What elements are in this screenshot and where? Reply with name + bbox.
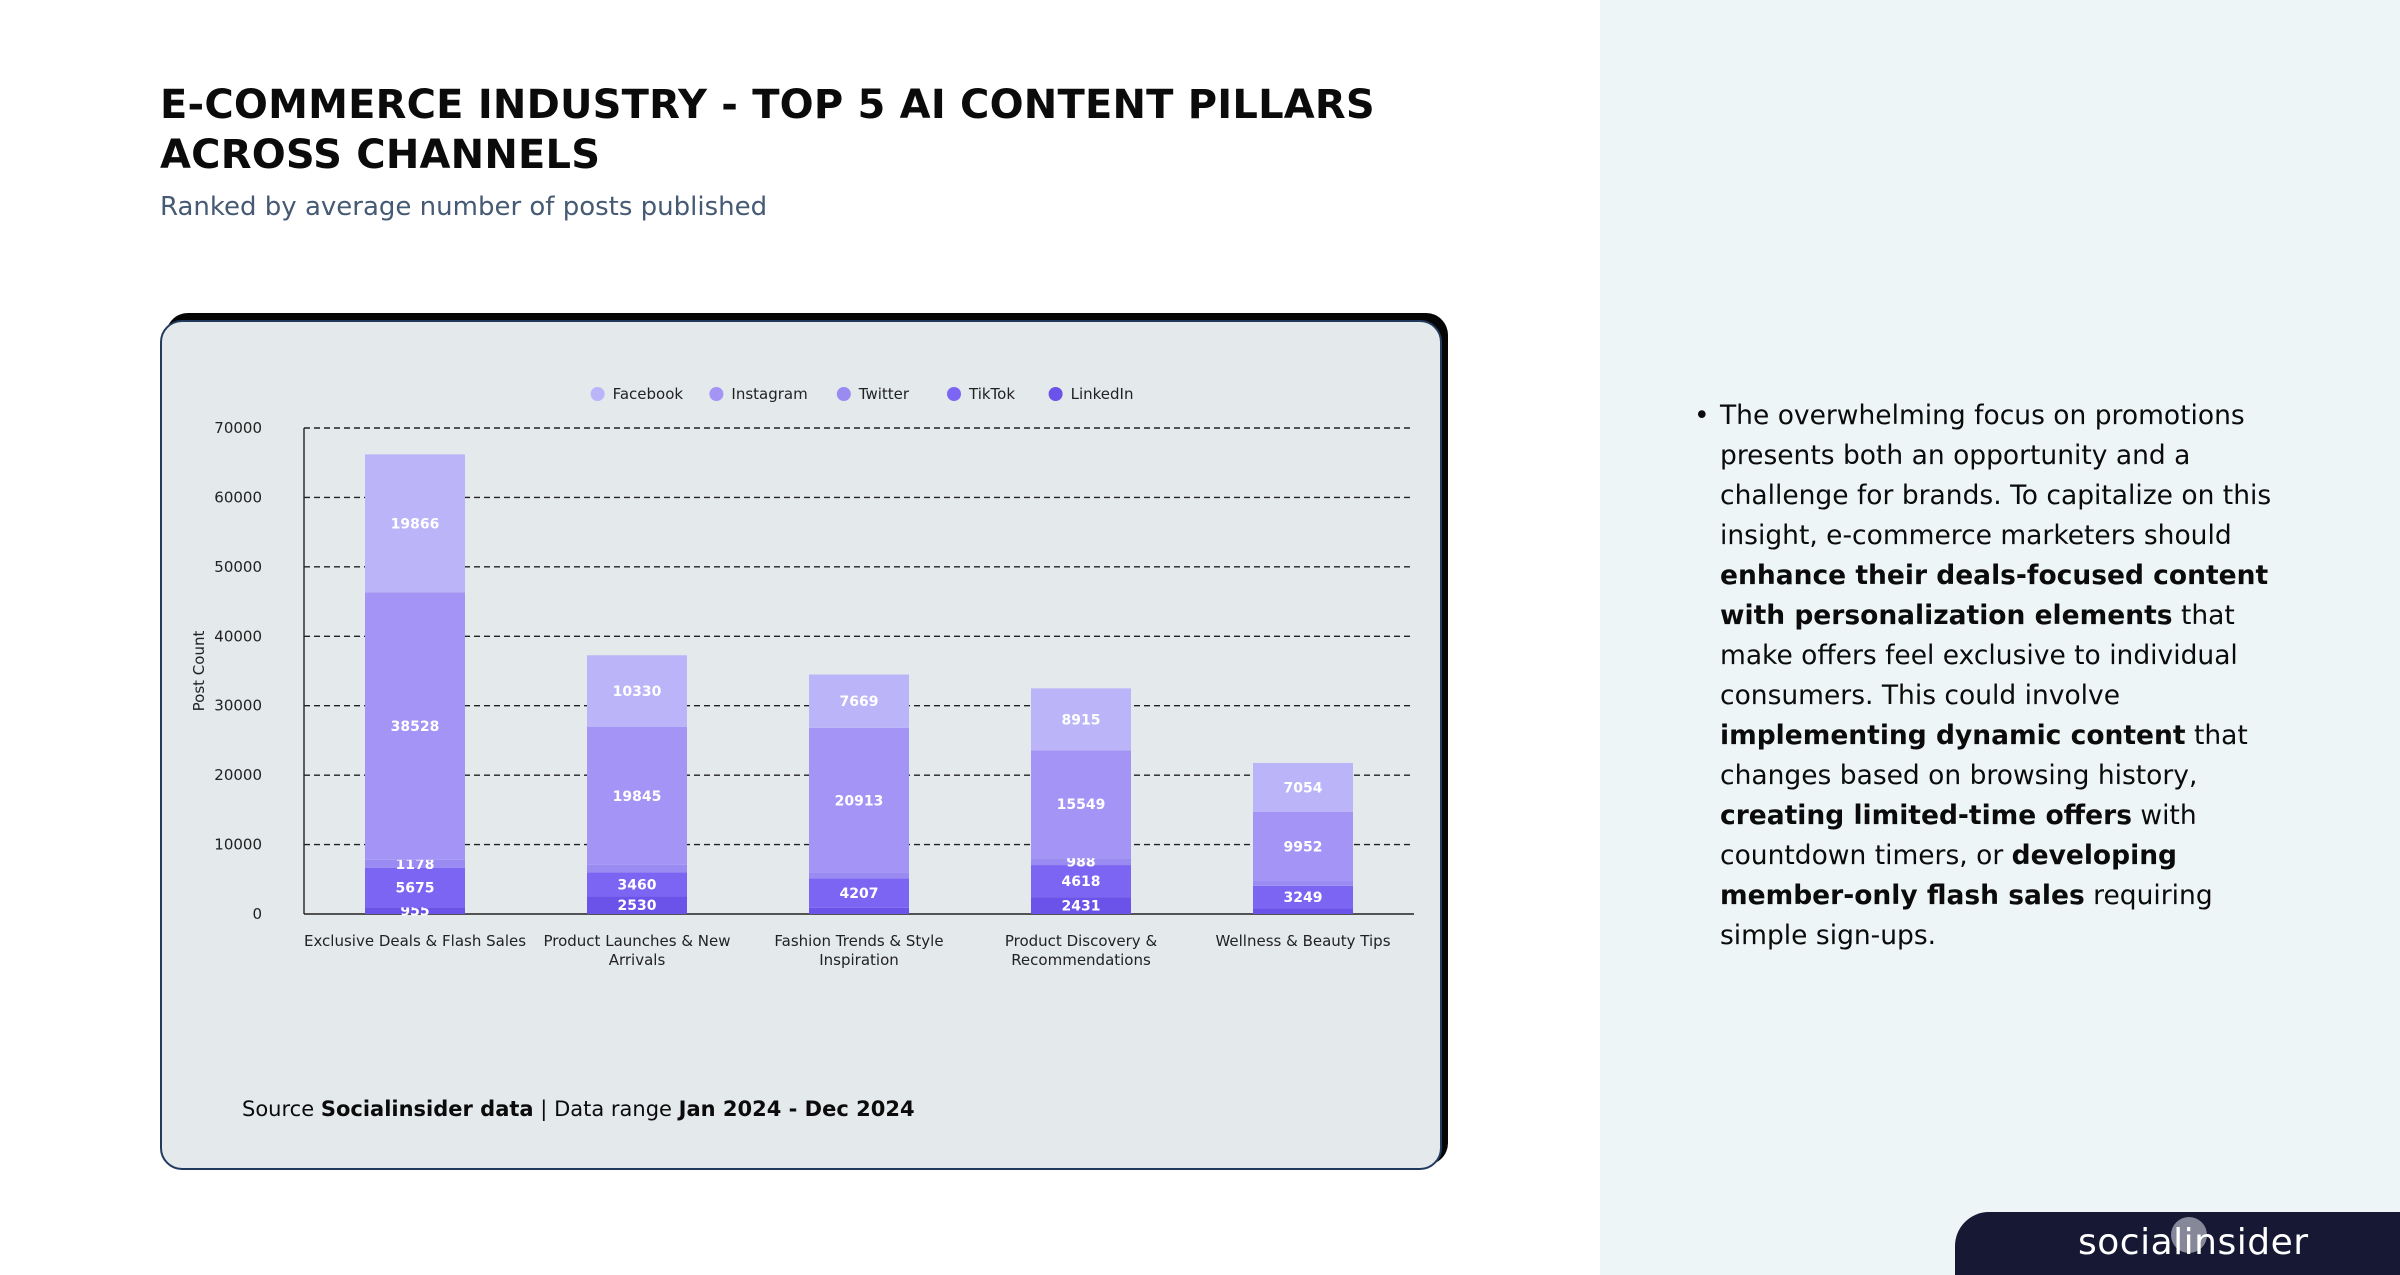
- data-label: 7054: [1284, 780, 1323, 796]
- bar-segment-linkedin: [1253, 908, 1353, 914]
- legend-label: TikTok: [968, 385, 1015, 403]
- data-label: 19866: [391, 516, 440, 532]
- insight-text-run: that make offers feel exclusive to indiv…: [1720, 600, 2238, 711]
- insight-text-run: The overwhelming focus on promotions pre…: [1720, 400, 2272, 551]
- bar-segment-tiktok: [1031, 865, 1131, 898]
- bar-segment-twitter: [587, 864, 687, 873]
- page-subtitle: Ranked by average number of posts publis…: [160, 192, 768, 222]
- legend-marker-instagram: [709, 387, 724, 401]
- insight-text-run: requiring simple sign-ups.: [1720, 880, 2213, 951]
- y-tick-label: 50000: [214, 558, 262, 576]
- bar-segment-facebook: [1031, 688, 1131, 751]
- source-name: Socialinsider data: [320, 1097, 534, 1121]
- bar-segment-facebook: [365, 454, 465, 593]
- data-label: 4618: [1062, 874, 1101, 890]
- bar-segment-twitter: [1031, 858, 1131, 866]
- x-tick-label: Product Discovery &: [1005, 932, 1158, 950]
- x-tick-label: Product Launches & New: [543, 932, 730, 950]
- insight-text-run: with countdown timers, or: [1720, 800, 2197, 871]
- y-tick-label: 70000: [214, 419, 262, 437]
- bar-segment-tiktok: [809, 878, 909, 908]
- y-tick-label: 40000: [214, 627, 262, 645]
- bar-segment-twitter: [1253, 881, 1353, 886]
- chart-card: 0 10000 20000 30000 40000 50000 60000 70000 Post…: [160, 320, 1442, 1170]
- data-label: 955: [400, 904, 429, 920]
- x-tick-label: Wellness & Beauty Tips: [1215, 932, 1390, 950]
- data-label: 8915: [1062, 712, 1101, 728]
- data-label: 3460: [618, 877, 657, 893]
- insight-emphasis: creating limited-time offers: [1720, 800, 2132, 831]
- data-label: 2530: [618, 898, 657, 914]
- data-label: 988: [1066, 855, 1095, 871]
- bar-segment-tiktok: [1253, 885, 1353, 909]
- insight-text: • The overwhelming focus on promotions p…: [1694, 396, 2300, 956]
- insight-emphasis: implementing dynamic content: [1720, 720, 2186, 751]
- bar-segment-linkedin: [809, 907, 909, 914]
- y-tick-label: 20000: [214, 766, 262, 784]
- y-axis-title: Post Count: [190, 631, 208, 712]
- bar-segment-facebook: [587, 655, 687, 727]
- legend-marker-facebook: [590, 387, 605, 401]
- data-label: 5675: [396, 881, 435, 897]
- data-label: 2431: [1062, 899, 1101, 915]
- insight-body: The overwhelming focus on promotions pre…: [1720, 400, 2271, 951]
- bar-segment-instagram: [1031, 750, 1131, 859]
- bar-segment-tiktok: [365, 867, 465, 908]
- x-tick-label: Exclusive Deals & Flash Sales: [304, 932, 526, 950]
- source-label: Source: [242, 1097, 315, 1121]
- insight-text-run: that changes based on browsing history,: [1720, 720, 2248, 791]
- data-label: 19845: [613, 789, 662, 805]
- data-label: 9952: [1284, 839, 1323, 855]
- insight-emphasis: developing member-only flash sales: [1720, 840, 2178, 911]
- bar-segment-linkedin: [365, 907, 465, 914]
- legend-label: LinkedIn: [1071, 385, 1134, 403]
- bar-segment-instagram: [1253, 811, 1353, 882]
- page-title: E-COMMERCE INDUSTRY - TOP 5 AI CONTENT P…: [160, 82, 1375, 178]
- bar-segment-instagram: [809, 727, 909, 873]
- legend-marker-tiktok: [947, 387, 961, 401]
- source-note: Source Socialinsider data | Data range J…: [242, 1097, 915, 1121]
- y-tick-label: 30000: [214, 697, 262, 715]
- bar-segment-linkedin: [587, 896, 687, 914]
- x-tick-label: Recommendations: [1011, 951, 1151, 969]
- legend-marker-linkedin: [1048, 387, 1063, 401]
- bar-segment-instagram: [365, 592, 465, 860]
- brand-logo: socialinsider: [2078, 1222, 2309, 1263]
- stacked-bar-chart: 0 10000 20000 30000 40000 50000 60000 70000 Post…: [190, 385, 1414, 969]
- bar-segment-facebook: [1253, 762, 1353, 812]
- bar-segment-instagram: [587, 726, 687, 865]
- data-label: 20913: [835, 793, 884, 809]
- bar-segment-twitter: [809, 872, 909, 879]
- range-label: Data range: [554, 1097, 672, 1121]
- brand-dot-icon: [2171, 1217, 2207, 1253]
- legend-label: Instagram: [731, 385, 807, 403]
- data-label: 15549: [1057, 797, 1106, 813]
- x-tick-label: Inspiration: [819, 951, 899, 969]
- y-tick-label: 10000: [214, 836, 262, 854]
- bullet-marker: •: [1694, 400, 1710, 431]
- bar-segment-tiktok: [587, 872, 687, 897]
- insight-emphasis: enhance their deals-focused content with…: [1720, 560, 2269, 631]
- data-label: 1178: [396, 857, 435, 873]
- bar-segment-facebook: [809, 674, 909, 728]
- y-tick-label: 60000: [214, 488, 262, 506]
- x-tick-label: Arrivals: [609, 951, 666, 969]
- insight-panel: • The overwhelming focus on promotions p…: [1600, 0, 2400, 1275]
- legend-label: Twitter: [858, 385, 910, 403]
- data-label: 4207: [840, 886, 879, 902]
- legend-marker-twitter: [836, 387, 851, 401]
- legend-label: Facebook: [613, 385, 684, 403]
- y-tick-label: 0: [252, 905, 262, 923]
- data-label: 7669: [840, 694, 879, 710]
- x-tick-label: Fashion Trends & Style: [774, 932, 943, 950]
- bar-segment-linkedin: [1031, 897, 1131, 914]
- data-label: 38528: [391, 719, 440, 735]
- source-separator: |: [540, 1097, 548, 1121]
- range-value: Jan 2024 - Dec 2024: [678, 1097, 915, 1121]
- data-label: 10330: [613, 684, 662, 700]
- bar-segment-twitter: [365, 859, 465, 868]
- data-label: 3249: [1284, 890, 1323, 906]
